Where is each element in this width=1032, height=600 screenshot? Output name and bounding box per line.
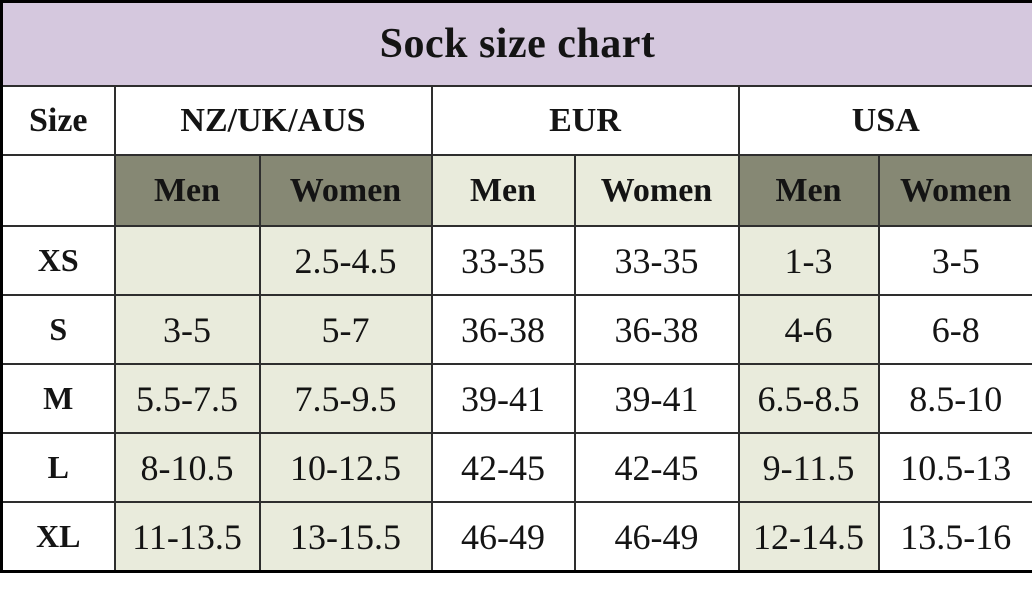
cell-usa-women: 8.5-10 [877, 363, 1032, 434]
table-row-s: S 3-5 5-7 36-38 36-38 4-6 6-8 [0, 294, 1032, 365]
cell-nz-men [113, 225, 261, 296]
cell-nz-women: 13-15.5 [258, 501, 433, 573]
gender-header-usa-women: Women [877, 154, 1032, 227]
region-header-row: Size NZ/UK/AUS EUR USA [0, 85, 1032, 156]
table-row-xs: XS 2.5-4.5 33-35 33-35 1-3 3-5 [0, 225, 1032, 296]
empty-corner-cell [0, 154, 116, 227]
size-chart-table: Sock size chart Size NZ/UK/AUS EUR USA M… [0, 0, 1032, 573]
cell-usa-men: 6.5-8.5 [737, 363, 880, 434]
cell-eur-men: 33-35 [430, 225, 576, 296]
cell-usa-women: 6-8 [877, 294, 1032, 365]
cell-nz-women: 7.5-9.5 [258, 363, 433, 434]
cell-nz-women: 10-12.5 [258, 432, 433, 503]
cell-nz-men: 5.5-7.5 [113, 363, 261, 434]
cell-eur-men: 39-41 [430, 363, 576, 434]
gender-header-nz-men: Men [113, 154, 261, 227]
size-column-header: Size [0, 85, 116, 156]
row-size-label: S [0, 294, 116, 365]
chart-title: Sock size chart [0, 0, 1032, 87]
sock-size-chart: Sock size chart Size NZ/UK/AUS EUR USA M… [0, 0, 1032, 573]
row-size-label: XS [0, 225, 116, 296]
cell-eur-women: 46-49 [573, 501, 740, 573]
region-header-eur: EUR [430, 85, 740, 156]
cell-eur-women: 36-38 [573, 294, 740, 365]
cell-nz-women: 5-7 [258, 294, 433, 365]
cell-usa-men: 4-6 [737, 294, 880, 365]
table-row-l: L 8-10.5 10-12.5 42-45 42-45 9-11.5 10.5… [0, 432, 1032, 503]
cell-usa-men: 1-3 [737, 225, 880, 296]
cell-eur-men: 42-45 [430, 432, 576, 503]
cell-nz-men: 11-13.5 [113, 501, 261, 573]
cell-usa-women: 3-5 [877, 225, 1032, 296]
table-row-xl: XL 11-13.5 13-15.5 46-49 46-49 12-14.5 1… [0, 501, 1032, 573]
cell-usa-men: 12-14.5 [737, 501, 880, 573]
table-row-m: M 5.5-7.5 7.5-9.5 39-41 39-41 6.5-8.5 8.… [0, 363, 1032, 434]
cell-eur-women: 33-35 [573, 225, 740, 296]
gender-header-eur-men: Men [430, 154, 576, 227]
row-size-label: L [0, 432, 116, 503]
row-size-label: M [0, 363, 116, 434]
cell-nz-men: 3-5 [113, 294, 261, 365]
gender-header-eur-women: Women [573, 154, 740, 227]
gender-header-row: Men Women Men Women Men Women [0, 154, 1032, 227]
row-size-label: XL [0, 501, 116, 573]
cell-eur-women: 42-45 [573, 432, 740, 503]
gender-header-usa-men: Men [737, 154, 880, 227]
cell-eur-men: 46-49 [430, 501, 576, 573]
region-header-nz-uk-aus: NZ/UK/AUS [113, 85, 433, 156]
cell-usa-women: 13.5-16 [877, 501, 1032, 573]
cell-nz-men: 8-10.5 [113, 432, 261, 503]
region-header-usa: USA [737, 85, 1032, 156]
cell-usa-women: 10.5-13 [877, 432, 1032, 503]
cell-eur-women: 39-41 [573, 363, 740, 434]
cell-usa-men: 9-11.5 [737, 432, 880, 503]
cell-eur-men: 36-38 [430, 294, 576, 365]
table-title-row: Sock size chart [0, 0, 1032, 87]
gender-header-nz-women: Women [258, 154, 433, 227]
cell-nz-women: 2.5-4.5 [258, 225, 433, 296]
